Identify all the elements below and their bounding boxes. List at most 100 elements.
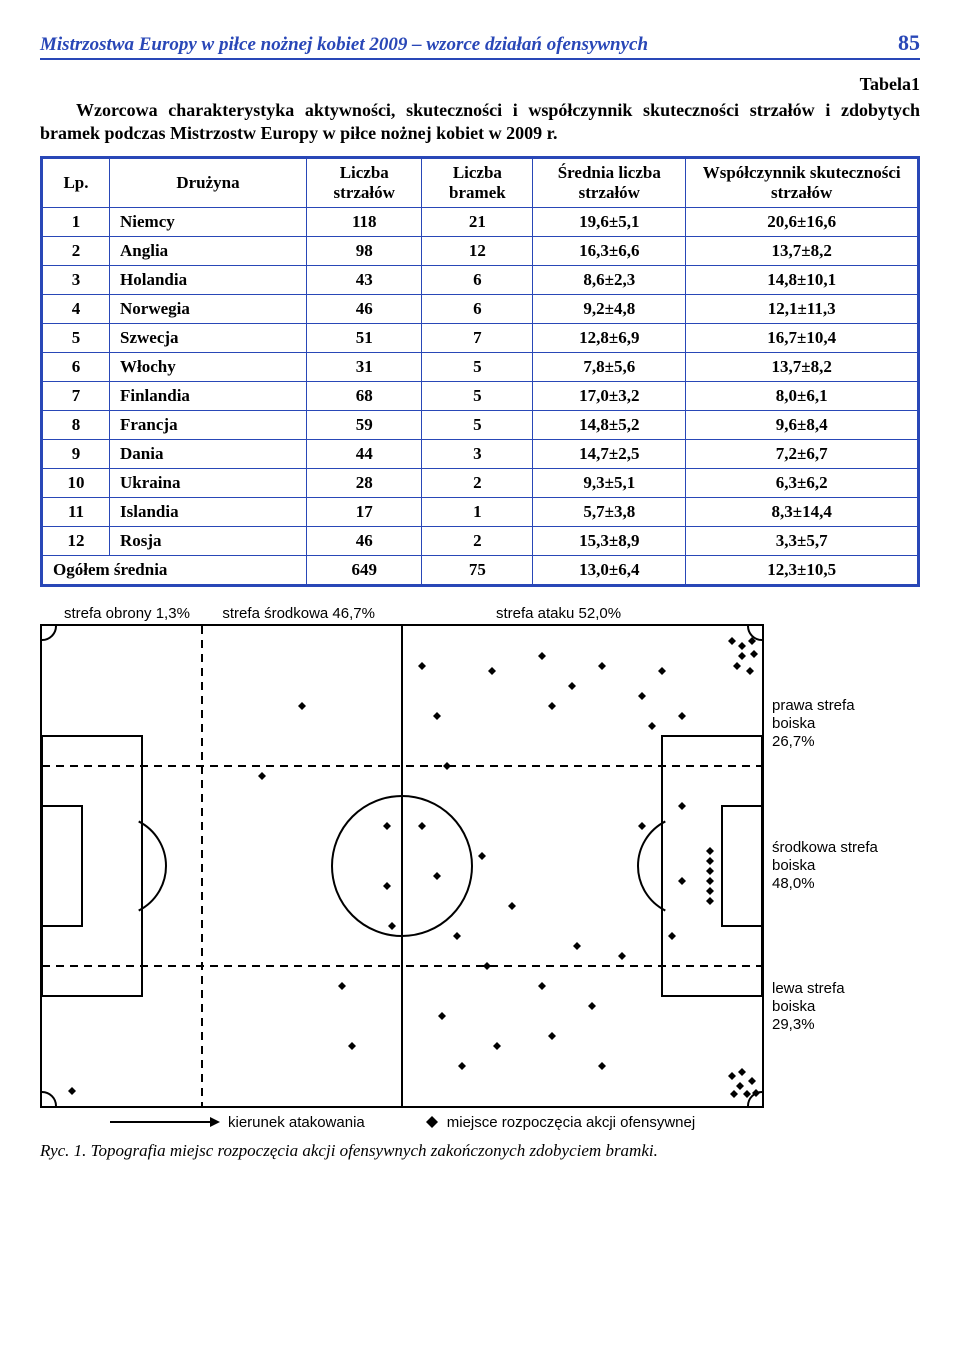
- table-row: 2Anglia981216,3±6,613,7±8,2: [42, 236, 919, 265]
- cell-team: Francja: [110, 410, 307, 439]
- table-row: 5Szwecja51712,8±6,916,7±10,4: [42, 323, 919, 352]
- cell-avg: 17,0±3,2: [533, 381, 686, 410]
- data-table: Lp. Drużyna Liczba strzałów Liczba brame…: [40, 156, 920, 587]
- cell-team: Rosja: [110, 526, 307, 555]
- cell-shots: 59: [307, 410, 422, 439]
- col-lp: Lp.: [42, 157, 110, 207]
- zone-labels-top: strefa obrony 1,3%strefa środkowa 46,7%s…: [40, 605, 920, 622]
- cell-goals: 12: [422, 236, 533, 265]
- table-head: Lp. Drużyna Liczba strzałów Liczba brame…: [42, 157, 919, 207]
- cell-eff: 3,3±5,7: [686, 526, 919, 555]
- zone-top-label: strefa ataku 52,0%: [496, 605, 784, 622]
- cell-goals: 2: [422, 468, 533, 497]
- table-row: 11Islandia1715,7±3,88,3±14,4: [42, 497, 919, 526]
- diamond-icon: [425, 1115, 439, 1129]
- cell-shots: 28: [307, 468, 422, 497]
- table-row: 7Finlandia68517,0±3,28,0±6,1: [42, 381, 919, 410]
- figure-caption: Ryc. 1. Topografia miejsc rozpoczęcia ak…: [40, 1141, 920, 1161]
- cell-eff: 16,7±10,4: [686, 323, 919, 352]
- table-body: 1Niemcy1182119,6±5,120,6±16,62Anglia9812…: [42, 207, 919, 585]
- cell-team: Anglia: [110, 236, 307, 265]
- cell-lp: 11: [42, 497, 110, 526]
- cell-avg: 9,2±4,8: [533, 294, 686, 323]
- cell-lp: 5: [42, 323, 110, 352]
- cell-eff: 8,3±14,4: [686, 497, 919, 526]
- cell-team: Dania: [110, 439, 307, 468]
- cell-shots: 68: [307, 381, 422, 410]
- col-team: Drużyna: [110, 157, 307, 207]
- cell-team: Holandia: [110, 265, 307, 294]
- table-row: 12Rosja46215,3±8,93,3±5,7: [42, 526, 919, 555]
- cell-eff: 13,7±8,2: [686, 236, 919, 265]
- cell-goals: 1: [422, 497, 533, 526]
- cell-goals: 5: [422, 410, 533, 439]
- page-header: Mistrzostwa Europy w piłce nożnej kobiet…: [40, 30, 920, 60]
- header-page-number: 85: [898, 30, 920, 56]
- cell-total-avg: 13,0±6,4: [533, 555, 686, 585]
- col-avg: Średnia liczba strzałów: [533, 157, 686, 207]
- cell-team: Niemcy: [110, 207, 307, 236]
- col-eff: Współczynnik skuteczności strzałów: [686, 157, 919, 207]
- cell-eff: 7,2±6,7: [686, 439, 919, 468]
- cell-goals: 6: [422, 294, 533, 323]
- zone-side-label: środkowa strefaboiska48,0%: [772, 839, 902, 893]
- cell-eff: 9,6±8,4: [686, 410, 919, 439]
- cell-avg: 19,6±5,1: [533, 207, 686, 236]
- cell-lp: 1: [42, 207, 110, 236]
- cell-lp: 10: [42, 468, 110, 497]
- cell-lp: 12: [42, 526, 110, 555]
- header-title: Mistrzostwa Europy w piłce nożnej kobiet…: [40, 34, 648, 56]
- cell-eff: 13,7±8,2: [686, 352, 919, 381]
- cell-lp: 7: [42, 381, 110, 410]
- cell-lp: 4: [42, 294, 110, 323]
- cell-team: Włochy: [110, 352, 307, 381]
- table-row: 4Norwegia4669,2±4,812,1±11,3: [42, 294, 919, 323]
- cell-total-goals: 75: [422, 555, 533, 585]
- cell-eff: 8,0±6,1: [686, 381, 919, 410]
- cell-total-eff: 12,3±10,5: [686, 555, 919, 585]
- cell-team: Islandia: [110, 497, 307, 526]
- cell-team: Ukraina: [110, 468, 307, 497]
- cell-avg: 7,8±5,6: [533, 352, 686, 381]
- figure: strefa obrony 1,3%strefa środkowa 46,7%s…: [40, 605, 920, 1161]
- col-goals: Liczba bramek: [422, 157, 533, 207]
- cell-avg: 5,7±3,8: [533, 497, 686, 526]
- cell-lp: 6: [42, 352, 110, 381]
- cell-avg: 9,3±5,1: [533, 468, 686, 497]
- cell-shots: 43: [307, 265, 422, 294]
- legend-direction-label: kierunek atakowania: [228, 1114, 365, 1131]
- legend-marker-label: miejsce rozpoczęcia akcji ofensywnej: [447, 1114, 695, 1131]
- cell-shots: 118: [307, 207, 422, 236]
- table-caption: Wzorcowa charakterystyka aktywności, sku…: [40, 99, 920, 146]
- cell-shots: 44: [307, 439, 422, 468]
- cell-goals: 5: [422, 352, 533, 381]
- table-row: 3Holandia4368,6±2,314,8±10,1: [42, 265, 919, 294]
- arrow-icon: [110, 1115, 220, 1129]
- cell-goals: 21: [422, 207, 533, 236]
- col-shots: Liczba strzałów: [307, 157, 422, 207]
- cell-team: Norwegia: [110, 294, 307, 323]
- cell-shots: 51: [307, 323, 422, 352]
- cell-shots: 17: [307, 497, 422, 526]
- cell-shots: 31: [307, 352, 422, 381]
- table-row: 9Dania44314,7±2,57,2±6,7: [42, 439, 919, 468]
- cell-avg: 14,7±2,5: [533, 439, 686, 468]
- zone-top-label: strefa obrony 1,3%: [64, 605, 222, 622]
- cell-avg: 15,3±8,9: [533, 526, 686, 555]
- cell-eff: 12,1±11,3: [686, 294, 919, 323]
- zone-top-label: strefa środkowa 46,7%: [222, 605, 496, 622]
- cell-team: Finlandia: [110, 381, 307, 410]
- cell-eff: 20,6±16,6: [686, 207, 919, 236]
- cell-goals: 2: [422, 526, 533, 555]
- legend-direction: kierunek atakowania: [110, 1114, 365, 1131]
- zone-labels-side: prawa strefaboiska26,7% środkowa strefabo…: [764, 624, 902, 1108]
- table-row: 1Niemcy1182119,6±5,120,6±16,6: [42, 207, 919, 236]
- table-total-row: Ogółem średnia6497513,0±6,412,3±10,5: [42, 555, 919, 585]
- cell-goals: 3: [422, 439, 533, 468]
- cell-goals: 7: [422, 323, 533, 352]
- cell-avg: 12,8±6,9: [533, 323, 686, 352]
- zone-side-label: prawa strefaboiska26,7%: [772, 697, 902, 751]
- cell-lp: 9: [42, 439, 110, 468]
- cell-avg: 14,8±5,2: [533, 410, 686, 439]
- figure-legend: kierunek atakowania miejsce rozpoczęcia …: [40, 1114, 920, 1131]
